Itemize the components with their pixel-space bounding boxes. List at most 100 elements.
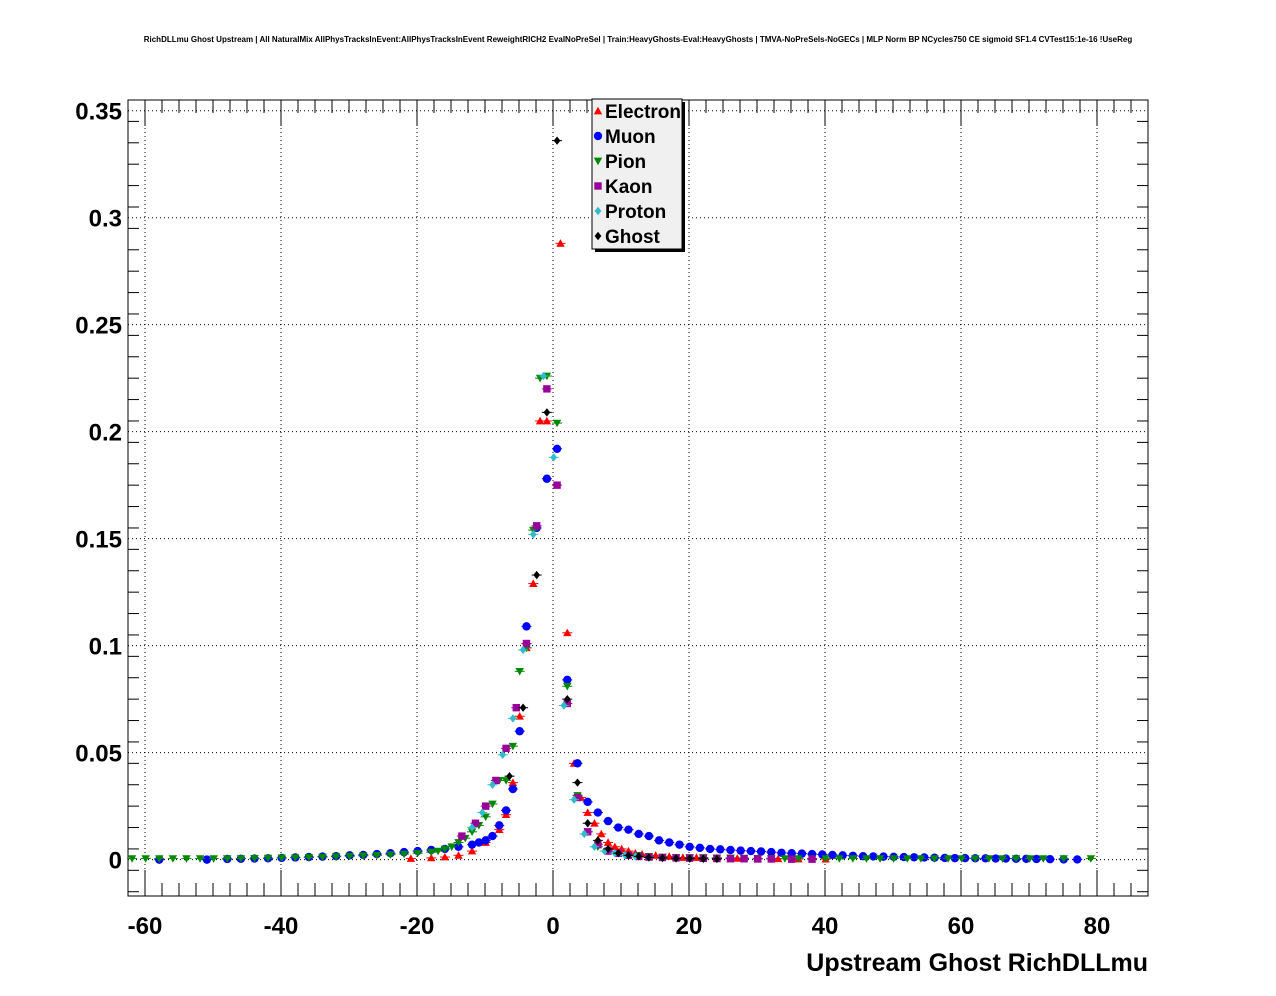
legend-marker: [594, 231, 602, 241]
data-point: [665, 838, 674, 847]
data-point: [481, 802, 490, 810]
data-point: [685, 842, 694, 851]
data-point: [501, 777, 511, 785]
data-point: [686, 854, 694, 863]
data-point: [909, 853, 919, 862]
data-point: [610, 842, 620, 851]
data-point: [127, 855, 137, 863]
data-point: [848, 855, 858, 863]
data-point: [155, 855, 164, 863]
data-point: [540, 371, 547, 381]
series-ghost: [504, 136, 722, 864]
data-point: [501, 806, 511, 815]
data-point: [654, 836, 664, 845]
data-point: [984, 855, 994, 863]
legend-marker: [593, 106, 603, 115]
axes: -60 -40 -20 0 20 40 60 80 0 0.05 0.1 0.15 0.2 0.25 0.3…: [75, 99, 1148, 940]
data-point: [675, 840, 684, 849]
data-point: [345, 852, 354, 861]
data-point: [529, 530, 537, 539]
data-point: [542, 474, 552, 483]
data-point: [250, 854, 259, 863]
data-point: [780, 855, 790, 863]
data-point: [532, 522, 541, 530]
data-point: [821, 855, 830, 863]
data-point: [614, 849, 622, 858]
data-point: [584, 819, 592, 828]
data-point: [512, 703, 520, 712]
data-point: [767, 855, 775, 863]
data-point: [991, 854, 1000, 863]
y-tick-label: 0.25: [75, 313, 122, 340]
data-point: [331, 853, 341, 861]
data-point: [570, 795, 578, 804]
data-point: [645, 853, 653, 862]
data-point: [277, 854, 286, 863]
data-point: [828, 850, 837, 860]
data-point: [699, 854, 707, 863]
data-point: [563, 699, 571, 708]
data-point: [875, 855, 885, 863]
data-point: [1086, 855, 1096, 863]
data-point: [591, 842, 598, 851]
data-point: [481, 813, 490, 822]
data-point: [563, 682, 572, 691]
data-point: [726, 855, 735, 863]
data-point: [499, 750, 507, 759]
data-point: [427, 853, 436, 862]
data-point: [413, 849, 422, 858]
data-point: [1045, 854, 1055, 864]
legend-marker: [593, 131, 603, 141]
legend-entry: Muon: [605, 127, 656, 148]
data-point: [467, 846, 477, 855]
x-tick-label: 80: [1084, 913, 1111, 940]
data-point: [372, 851, 382, 860]
data-point: [433, 847, 443, 856]
data-point: [236, 855, 246, 863]
data-point: [597, 829, 606, 838]
data-point: [695, 843, 705, 853]
data-point: [209, 855, 218, 863]
y-tick-label: 0.3: [89, 206, 122, 233]
data-point: [574, 778, 581, 787]
series-electron: [405, 239, 831, 863]
data-point: [467, 828, 477, 837]
data-point: [553, 481, 561, 489]
legend-entry: Electron: [605, 102, 681, 123]
data-point: [903, 855, 912, 863]
data-point: [508, 784, 518, 794]
data-point: [573, 759, 582, 768]
data-point: [773, 854, 783, 863]
y-tick-label: 0.35: [75, 99, 122, 126]
data-point: [930, 855, 939, 863]
grid: [128, 100, 1148, 896]
data-point: [553, 136, 561, 145]
data-point: [515, 712, 524, 720]
x-tick-label: 40: [812, 913, 839, 940]
data-point: [787, 855, 796, 863]
data-point: [495, 821, 504, 830]
data-point: [519, 645, 527, 655]
data-point: [454, 851, 463, 859]
chart-title: RichDLLmu Ghost Upstream | All NaturalMi…: [144, 35, 1133, 44]
data-point: [943, 855, 953, 863]
data-point: [533, 570, 541, 580]
data-point: [502, 744, 510, 753]
series-pion: [127, 372, 1096, 863]
data-point: [624, 825, 633, 834]
data-point: [318, 853, 327, 862]
data-point: [458, 832, 466, 840]
data-point: [1059, 855, 1068, 863]
x-tick-label: -40: [264, 913, 299, 940]
y-tick-label: 0.05: [75, 741, 122, 768]
x-tick-label: 60: [948, 913, 975, 940]
data-point: [563, 675, 572, 685]
data-point: [552, 444, 562, 453]
data-point: [594, 836, 602, 845]
data-point: [542, 416, 552, 425]
data-point: [705, 844, 715, 854]
data-point: [634, 829, 643, 839]
data-point: [583, 828, 592, 836]
data-point: [304, 854, 314, 862]
